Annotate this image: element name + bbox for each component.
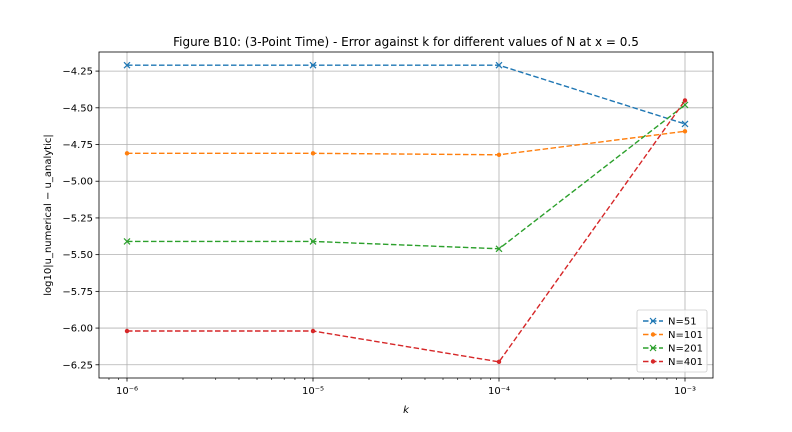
series-line [127,64,686,125]
data-point [309,238,317,245]
y-tick-label: −6.00 [62,324,93,335]
legend-entry: N=201 [643,344,703,355]
series-3 [123,101,689,253]
legend-entry: N=401 [643,357,703,368]
data-point [310,151,316,156]
y-tick-label: −6.25 [62,360,93,371]
marker-stroke [123,238,131,245]
data-point [496,152,502,157]
series-line [127,104,686,250]
data-point [124,151,130,156]
data-point [310,328,316,334]
legend-label: N=401 [668,357,703,368]
plot-area-frame [98,51,714,379]
marker-stroke [309,61,317,69]
legend-entry: N=51 [643,317,697,328]
marker-stroke [681,101,689,109]
series-4 [124,98,688,365]
legend-label: N=51 [668,317,697,328]
marker-stroke [649,317,657,325]
y-tick-label: −5.75 [62,287,93,298]
ticks: −4.25 −4.50 −4.75 −5.00 −5.25 −5.50 −5.75 −6.00… [62,67,696,397]
marker-stroke [681,120,689,128]
legend-entry: N=101 [643,330,703,341]
x-tick-label: 10⁻³ [674,386,696,397]
grid [99,52,713,378]
series-2 [124,129,688,157]
data-point [123,238,131,245]
legend-marker [650,359,656,364]
data-point [124,328,130,334]
data-point [681,120,689,128]
legend-box [636,309,708,373]
y-tick-label: −5.25 [62,213,93,224]
series-line [127,130,686,156]
series-line [127,100,686,363]
marker-stroke [495,245,503,253]
marker-stroke [495,61,503,69]
data-point [682,129,688,134]
series-layer [123,61,689,365]
series-1 [123,61,689,128]
marker-stroke [309,238,317,245]
x-axis-label: k [403,405,410,416]
legend-marker [650,332,656,337]
legend: N=51 N=101 N=201 N=401 [636,309,708,373]
chart-title: Figure B10: (3-Point Time) - Error again… [173,35,639,49]
data-point [495,61,503,69]
legend-label: N=101 [668,330,703,341]
data-point [682,98,688,103]
legend-label: N=201 [668,344,703,355]
x-tick-label: 10⁻⁴ [488,386,510,397]
y-tick-label: −4.50 [62,103,93,114]
legend-marker [649,344,657,352]
marker-stroke [123,61,131,69]
marker-stroke [649,344,657,352]
x-tick-label: 10⁻⁶ [116,386,138,397]
x-tick-label: 10⁻⁵ [302,386,324,397]
legend-marker [649,317,657,325]
y-axis-label: log10|u_numerical − u_analytic| [43,134,54,295]
data-point [123,61,131,69]
data-point [496,359,502,365]
y-tick-label: −5.50 [62,250,93,261]
data-point [309,61,317,69]
y-tick-label: −4.75 [62,140,93,151]
y-tick-label: −4.25 [62,67,93,78]
y-tick-label: −5.00 [62,177,93,188]
data-point [495,245,503,253]
